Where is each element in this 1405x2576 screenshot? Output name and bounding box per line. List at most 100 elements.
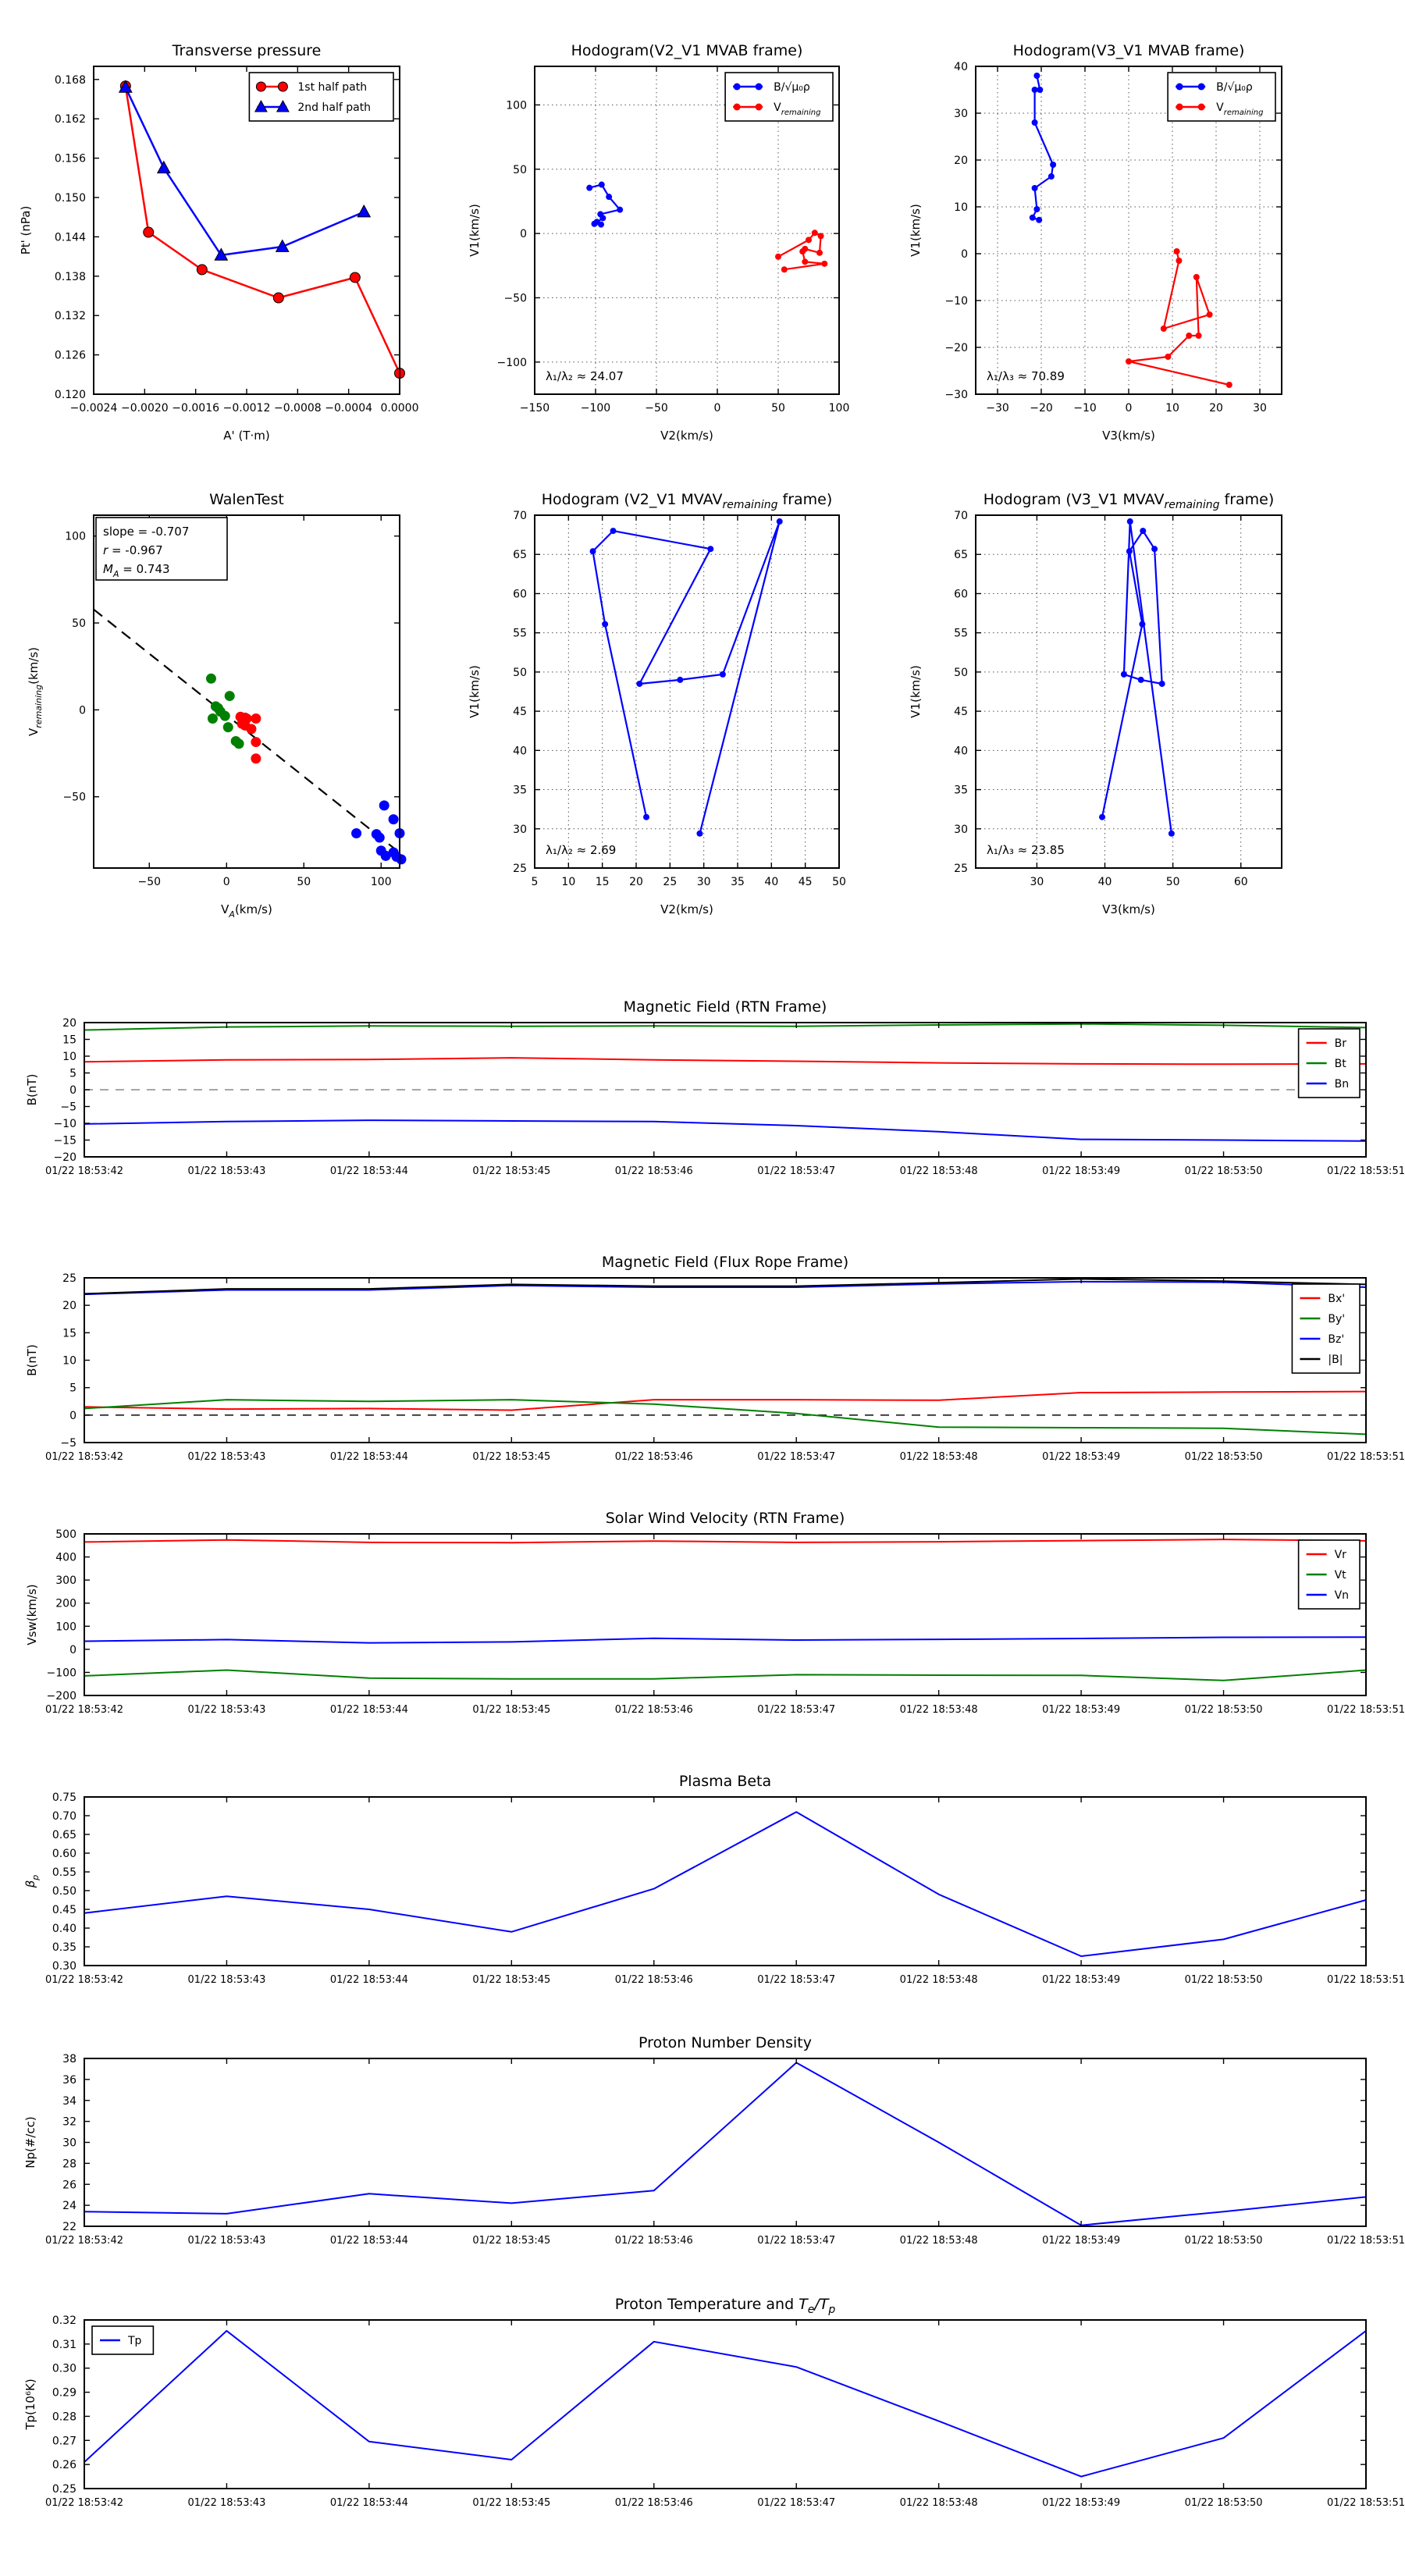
series-marker-1st half path xyxy=(349,272,361,283)
y-tick-label: 100 xyxy=(506,99,527,112)
x-tick-label: 01/22 18:53:49 xyxy=(1042,2235,1120,2247)
y-tick-label: −15 xyxy=(53,1135,76,1147)
y-tick-label: 0.65 xyxy=(52,1829,76,1841)
series-line-walen-fit-line xyxy=(93,608,400,854)
x-tick-label: 01/22 18:53:48 xyxy=(900,2235,978,2247)
chart-proton-temperature: 01/22 18:53:42 01/22 18:53:43 01/22 18:53:… xyxy=(0,2275,1405,2533)
legend: 1st half path 2nd half path xyxy=(248,72,394,122)
x-tick-label: 01/22 18:53:46 xyxy=(615,1165,693,1177)
series-line-V-hodogram xyxy=(592,520,781,834)
series-marker-walen-points-green xyxy=(205,673,216,684)
series-marker-V-hodogram xyxy=(636,680,643,687)
y-tick-label: 30 xyxy=(62,2137,76,2150)
y-tick-label: −100 xyxy=(497,357,527,369)
chart-title: WalenTest xyxy=(209,491,284,508)
legend-marker xyxy=(276,99,290,112)
legend-label: |B| xyxy=(1328,1354,1343,1366)
x-tick-label: 40 xyxy=(764,876,778,888)
y-axis-label: V1(km/s) xyxy=(468,665,482,718)
y-tick-label: 0.45 xyxy=(52,1904,76,1916)
annotation-eigenvalue-ratio: λ₁/λ₃ ≈ 23.85 xyxy=(987,843,1065,857)
stats-line: slope = -0.707 xyxy=(103,525,189,539)
x-tick-label: 0 xyxy=(1126,402,1133,415)
series-marker-V-remaining-hodogram xyxy=(1193,274,1200,280)
chart-title: Proton Number Density xyxy=(638,2034,812,2051)
series-marker-V-hodogram xyxy=(1126,548,1133,555)
y-tick-label: 26 xyxy=(62,2179,76,2191)
series-marker-B-hodogram xyxy=(1031,185,1038,191)
x-axis-label: V2(km/s) xyxy=(660,902,713,916)
x-tick-label: 100 xyxy=(371,876,392,888)
legend-marker xyxy=(255,81,266,92)
series-marker-V-hodogram xyxy=(602,621,609,628)
series-marker-V-remaining-hodogram xyxy=(811,229,818,237)
series-line-By-prime xyxy=(84,1399,1367,1436)
x-tick-label: 35 xyxy=(731,876,745,888)
series-line-B-hodogram xyxy=(1031,75,1055,221)
y-tick-label: 0 xyxy=(69,1084,76,1097)
legend-label: Vt xyxy=(1335,1569,1347,1582)
chart-plasma-beta: 01/22 18:53:42 01/22 18:53:43 01/22 18:53:… xyxy=(0,1752,1405,1999)
y-tick-label: 24 xyxy=(62,2200,76,2212)
legend-label: Vremaining xyxy=(1216,101,1263,117)
x-tick-label: 01/22 18:53:49 xyxy=(1042,1704,1120,1716)
x-tick-label: −0.0024 xyxy=(70,402,118,415)
x-tick-label: 01/22 18:53:48 xyxy=(900,1451,978,1463)
x-tick-label: 30 xyxy=(697,876,711,888)
axes-frame xyxy=(84,1277,1367,1443)
y-tick-label: 25 xyxy=(62,1272,76,1285)
chart-title: Magnetic Field (Flux Rope Frame) xyxy=(602,1254,848,1271)
x-tick-label: 01/22 18:53:50 xyxy=(1185,1974,1263,1986)
series-marker-V-hodogram xyxy=(1158,680,1165,687)
legend-marker xyxy=(755,83,763,91)
series-marker-V-remaining-hodogram xyxy=(1165,354,1172,360)
y-tick-label: 0.162 xyxy=(55,113,86,126)
legend: B/√μ₀ρ Vremaining xyxy=(1167,72,1276,122)
y-tick-label: 0.120 xyxy=(55,389,86,401)
y-tick-label: 50 xyxy=(513,164,527,176)
y-tick-label: 0.29 xyxy=(52,2387,76,2400)
legend: Bx' By' Bz' |B| xyxy=(1291,1283,1361,1374)
plot-plasma-beta: 01/22 18:53:42 01/22 18:53:43 01/22 18:53:… xyxy=(23,1773,1405,1986)
plot-vsw-rtn: 01/22 18:53:42 01/22 18:53:43 01/22 18:53:… xyxy=(25,1510,1405,1716)
y-tick-label: 20 xyxy=(62,1300,76,1312)
y-tick-label: 20 xyxy=(954,155,968,167)
annotation-eigenvalue-ratio: λ₁/λ₂ ≈ 24.07 xyxy=(546,369,624,383)
legend-label: B/√μ₀ρ xyxy=(774,81,810,94)
x-tick-label: −30 xyxy=(986,402,1009,415)
y-tick-label: −5 xyxy=(60,1437,76,1450)
y-axis-label: V1(km/s) xyxy=(909,665,923,718)
x-tick-label: 30 xyxy=(1253,402,1267,415)
y-tick-label: 5 xyxy=(69,1068,76,1080)
series-marker-walen-points-red xyxy=(246,724,257,735)
series-marker-2nd half path xyxy=(357,204,372,218)
x-tick-label: 01/22 18:53:43 xyxy=(187,2497,265,2509)
y-tick-label: 30 xyxy=(954,108,968,120)
series-marker-B-hodogram xyxy=(1050,162,1057,168)
y-tick-label: 35 xyxy=(954,785,968,797)
x-tick-label: 01/22 18:53:45 xyxy=(472,1451,550,1463)
x-tick-label: 01/22 18:53:51 xyxy=(1327,1974,1405,1986)
y-tick-label: −30 xyxy=(944,389,968,401)
chart-magnetic-field-rtn: 01/22 18:53:42 01/22 18:53:43 01/22 18:53:… xyxy=(0,972,1405,1206)
series-line-beta-p xyxy=(84,1811,1367,1957)
x-axis-label: V2(km/s) xyxy=(660,429,713,443)
y-tick-label: −20 xyxy=(944,342,968,354)
series-marker-walen-points-green xyxy=(207,713,218,724)
series-line-Bt xyxy=(84,1023,1367,1031)
x-tick-label: 01/22 18:53:51 xyxy=(1327,2497,1405,2509)
x-tick-label: 01/22 18:53:47 xyxy=(757,1704,835,1716)
series-line-B-magnitude xyxy=(84,1278,1367,1295)
x-tick-label: 01/22 18:53:44 xyxy=(330,1974,408,1986)
series-marker-B-hodogram xyxy=(1031,119,1038,126)
series-marker-V-hodogram xyxy=(1140,528,1147,535)
y-tick-label: 0.26 xyxy=(52,2459,76,2471)
series-marker-walen-points-green xyxy=(219,710,230,721)
series-marker-V-remaining-hodogram xyxy=(775,253,781,260)
y-tick-label: −50 xyxy=(62,792,86,804)
series-marker-V-remaining-hodogram xyxy=(816,249,823,256)
x-tick-label: 15 xyxy=(596,876,610,888)
series-line-Bz-prime xyxy=(84,1280,1367,1296)
y-tick-label: 45 xyxy=(954,706,968,718)
